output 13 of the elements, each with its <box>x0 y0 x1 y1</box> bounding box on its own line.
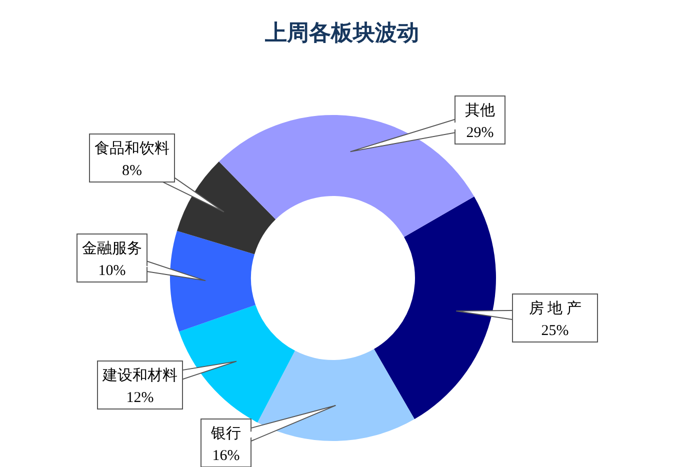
data-label: 10% <box>98 263 126 279</box>
data-label: 16% <box>212 448 240 464</box>
slice-label: 银行 <box>210 426 241 442</box>
chart-title: 上周各板块波动 <box>264 20 419 45</box>
data-label: 29% <box>466 125 494 141</box>
slice-label: 金融服务 <box>82 240 142 257</box>
slice-label: 食品和饮料 <box>94 140 170 157</box>
slice-label: 其他 <box>465 102 495 119</box>
data-label: 8% <box>122 163 142 179</box>
slice-label: 建设和材料 <box>102 367 178 384</box>
data-label: 12% <box>126 390 154 406</box>
data-label: 25% <box>541 323 569 339</box>
slice-label: 房 地 产 <box>528 300 582 317</box>
